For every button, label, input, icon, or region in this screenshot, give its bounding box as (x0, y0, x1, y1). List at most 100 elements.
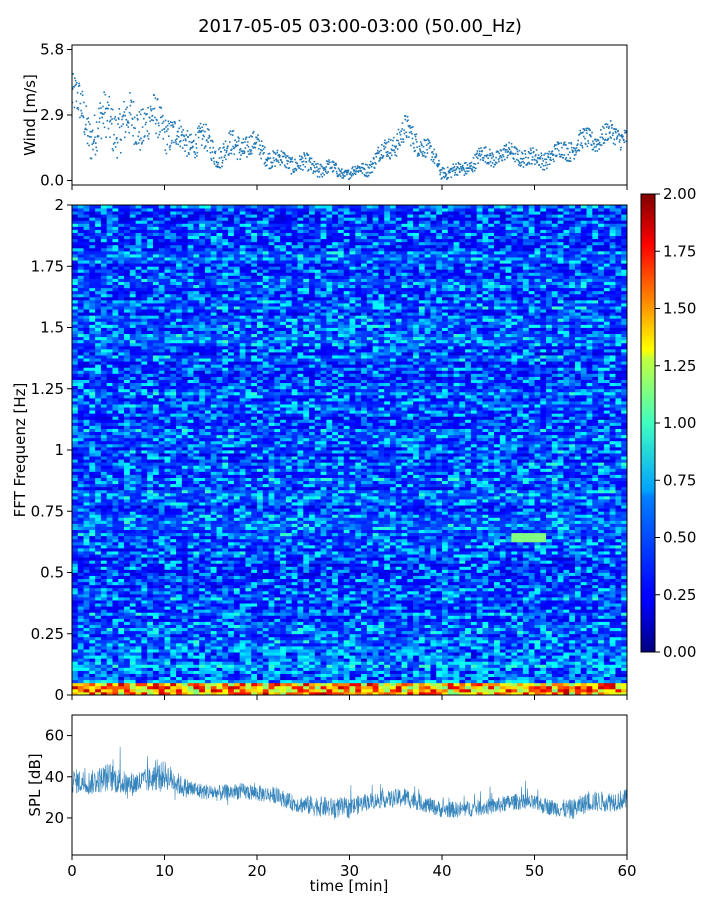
wind-point (221, 161, 224, 164)
wind-point (185, 139, 187, 142)
spectrogram-cell (72, 658, 79, 662)
spectrogram-cell (83, 670, 90, 674)
spectrogram-cell (609, 621, 617, 625)
spectrogram-cell (505, 603, 512, 607)
spectrogram-cell (546, 676, 553, 681)
spectrogram-cell (598, 688, 605, 693)
wind-point (327, 171, 330, 173)
spectrogram-cell (332, 667, 339, 671)
spectrogram-cell (407, 603, 414, 607)
spectrogram-cell (389, 603, 397, 607)
spectrogram-cell (563, 673, 570, 678)
spectrogram-cell (326, 612, 333, 616)
wind-point (232, 130, 235, 132)
spectrogram-cell (430, 581, 437, 586)
spectrogram-cell (453, 679, 460, 684)
spectrogram-cell (401, 639, 408, 644)
spectrogram-cell (603, 603, 611, 607)
wind-point (592, 140, 594, 143)
spectrogram-cell (245, 682, 252, 687)
spectrogram-cell (100, 667, 108, 671)
wind-point (342, 174, 344, 176)
wind-point (429, 141, 431, 144)
spectrogram-cell (239, 624, 247, 629)
spectrogram-cell (245, 691, 252, 695)
spectrogram-cell (106, 691, 114, 695)
wind-point (575, 151, 578, 153)
spectrogram-cell (129, 664, 137, 668)
spectrogram-cell (355, 670, 362, 674)
spectrogram-cell (366, 673, 374, 678)
spectrogram-cell (621, 667, 627, 671)
spectrogram-cell (239, 593, 247, 598)
spectrogram-cell (268, 581, 275, 586)
spectrogram-cell (540, 581, 547, 586)
spectrogram-cell (118, 667, 125, 671)
spectrogram-cell (355, 646, 362, 650)
spectrogram-cell (586, 621, 593, 625)
spectrogram-cell (522, 676, 530, 681)
spectrogram-cell (314, 612, 322, 616)
wind-point (463, 162, 466, 164)
spectrogram-cell (124, 584, 131, 589)
spectrogram-cell (83, 606, 90, 610)
spectrogram-cell (193, 679, 200, 684)
wind-point (200, 131, 202, 133)
spectrogram-cell (569, 642, 576, 647)
spectrogram-cell (187, 664, 195, 668)
wind-point (184, 138, 187, 140)
spectrogram-cell (100, 691, 108, 695)
wind-point (553, 160, 555, 163)
wind-point (313, 160, 316, 163)
spectrogram-cell (297, 603, 304, 607)
spectrogram-cell (181, 621, 189, 625)
wind-point (383, 141, 386, 144)
spectrogram-cell (569, 636, 576, 641)
wind-point (108, 104, 110, 106)
wind-point (287, 167, 290, 170)
wind-point (233, 146, 236, 149)
spectrogram-cell (430, 676, 437, 681)
spectrogram-cell (511, 603, 518, 607)
spectrogram-cell (320, 581, 327, 586)
spectrogram-cell (436, 667, 443, 671)
spectrogram-cell (430, 587, 437, 592)
spectrogram-cell (511, 688, 518, 693)
wind-point (158, 124, 160, 127)
spectrogram-cell (413, 593, 420, 598)
spectrogram-cell (77, 621, 85, 625)
spectrogram-cell (147, 593, 154, 598)
spectrogram-cell (384, 587, 391, 592)
spectrogram-cell (401, 679, 408, 684)
wind-point (209, 151, 212, 154)
wind-point (246, 144, 249, 147)
wind-point (575, 153, 577, 156)
spectrogram-cell (285, 597, 293, 601)
wind-point (123, 111, 126, 113)
wind-point (82, 116, 85, 119)
spectrogram-cell (303, 584, 310, 589)
spectrogram-cell (482, 600, 489, 604)
spectrogram-cell (245, 624, 252, 629)
wind-point (477, 162, 480, 164)
spectrogram-cell (389, 609, 397, 613)
spectrogram-cell (251, 630, 258, 635)
wind-point (317, 168, 320, 170)
spectrogram-cell (598, 584, 605, 589)
spectrogram-cell (505, 642, 512, 647)
wind-point (283, 164, 286, 167)
spectrogram-cell (366, 618, 374, 622)
spectrogram-cell (152, 590, 160, 595)
spectrogram-cell (158, 655, 166, 659)
spectrogram-cell (598, 639, 605, 644)
wind-point (605, 123, 608, 125)
spectrogram-cell (118, 688, 125, 693)
spectrogram-cell (372, 673, 380, 678)
wind-point (486, 154, 489, 156)
spectrogram-cell (430, 593, 437, 598)
spectrogram-cell (72, 685, 79, 690)
wind-point (536, 161, 538, 164)
spectrogram-cell (320, 584, 327, 589)
wind-point (409, 144, 412, 147)
spectrogram-cell (586, 642, 593, 647)
